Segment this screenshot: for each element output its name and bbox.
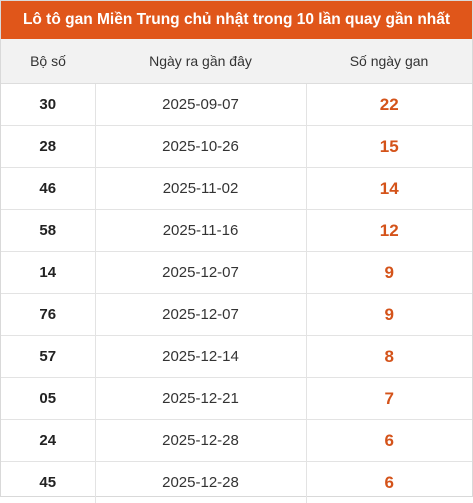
table-header-row: Bộ số Ngày ra gần đây Số ngày gan (1, 39, 472, 84)
table-row: 46 2025-11-02 14 (1, 168, 472, 210)
row-days: 9 (306, 252, 472, 294)
row-days: 6 (306, 420, 472, 462)
row-days: 9 (306, 294, 472, 336)
row-number: 58 (1, 210, 95, 252)
row-last-date: 2025-11-16 (95, 210, 306, 252)
row-number: 46 (1, 168, 95, 210)
row-number: 24 (1, 420, 95, 462)
table-row: 05 2025-12-21 7 (1, 378, 472, 420)
table-title: Lô tô gan Miền Trung chủ nhật trong 10 l… (1, 1, 472, 39)
table-row: 28 2025-10-26 15 (1, 126, 472, 168)
row-last-date: 2025-12-14 (95, 336, 306, 378)
row-last-date: 2025-12-28 (95, 420, 306, 462)
row-last-date: 2025-11-02 (95, 168, 306, 210)
row-last-date: 2025-09-07 (95, 84, 306, 126)
row-number: 57 (1, 336, 95, 378)
table-row: 58 2025-11-16 12 (1, 210, 472, 252)
row-number: 76 (1, 294, 95, 336)
column-header-number: Bộ số (1, 39, 95, 84)
row-days: 22 (306, 84, 472, 126)
row-last-date: 2025-12-21 (95, 378, 306, 420)
row-last-date: 2025-12-07 (95, 294, 306, 336)
table-row: 14 2025-12-07 9 (1, 252, 472, 294)
row-number: 28 (1, 126, 95, 168)
row-number: 05 (1, 378, 95, 420)
table-row: 76 2025-12-07 9 (1, 294, 472, 336)
row-days: 7 (306, 378, 472, 420)
table-row: 57 2025-12-14 8 (1, 336, 472, 378)
row-last-date: 2025-10-26 (95, 126, 306, 168)
row-days: 12 (306, 210, 472, 252)
lo-gan-table: Bộ số Ngày ra gần đây Số ngày gan 30 202… (1, 39, 472, 503)
row-days: 8 (306, 336, 472, 378)
row-days: 14 (306, 168, 472, 210)
row-number: 14 (1, 252, 95, 294)
table-row: 24 2025-12-28 6 (1, 420, 472, 462)
column-header-last-date: Ngày ra gần đây (95, 39, 306, 84)
column-header-days: Số ngày gan (306, 39, 472, 84)
row-number: 30 (1, 84, 95, 126)
row-last-date: 2025-12-07 (95, 252, 306, 294)
table-row: 30 2025-09-07 22 (1, 84, 472, 126)
row-days: 15 (306, 126, 472, 168)
